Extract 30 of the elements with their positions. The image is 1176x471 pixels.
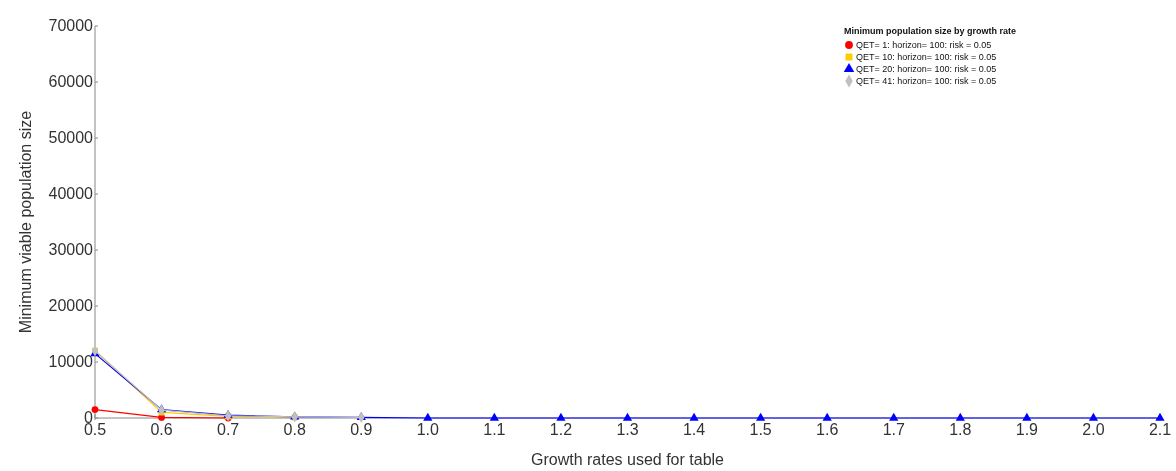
x-tick-label: 1.0 — [416, 421, 440, 438]
y-tick-label: 50000 — [48, 129, 94, 146]
legend-label: QET= 20: horizon= 100: risk = 0.05 — [856, 64, 997, 74]
y-tick-label: 20000 — [48, 297, 94, 314]
x-tick-label: 1.2 — [549, 421, 573, 438]
x-tick-label: 1.9 — [1015, 421, 1039, 438]
x-tick-label: 2.0 — [1082, 421, 1105, 438]
x-tick-label: 0.6 — [150, 421, 173, 438]
y-tick-label: 60000 — [48, 73, 94, 90]
y-tick-label: 70000 — [48, 17, 94, 34]
x-tick-label: 1.5 — [749, 421, 772, 438]
y-tick-label: 30000 — [48, 241, 94, 258]
x-tick-label: 1.4 — [682, 421, 706, 438]
x-tick-label: 1.6 — [816, 421, 839, 438]
x-tick-label: 1.8 — [949, 421, 972, 438]
x-tick-label: 1.7 — [882, 421, 905, 438]
legend-label: QET= 41: horizon= 100: risk = 0.05 — [856, 76, 997, 86]
x-tick-label: 1.1 — [483, 421, 506, 438]
x-tick-label: 1.3 — [616, 421, 639, 438]
y-tick-label: 40000 — [48, 185, 94, 202]
y-tick-label: 10000 — [48, 353, 94, 370]
legend-label: QET= 10: horizon= 100: risk = 0.05 — [856, 52, 997, 62]
x-tick-label: 0.8 — [283, 421, 306, 438]
x-axis-title: Growth rates used for table — [531, 451, 725, 468]
legend-label: QET= 1: horizon= 100: risk = 0.05 — [856, 40, 992, 50]
y-axis-title: Minimum viable population size — [17, 110, 34, 334]
x-tick-label: 0.7 — [217, 421, 240, 438]
x-tick-label: 2.1 — [1148, 421, 1172, 438]
x-tick-label: 0.9 — [350, 421, 373, 438]
legend-title: Minimum population size by growth rate — [844, 26, 1017, 36]
